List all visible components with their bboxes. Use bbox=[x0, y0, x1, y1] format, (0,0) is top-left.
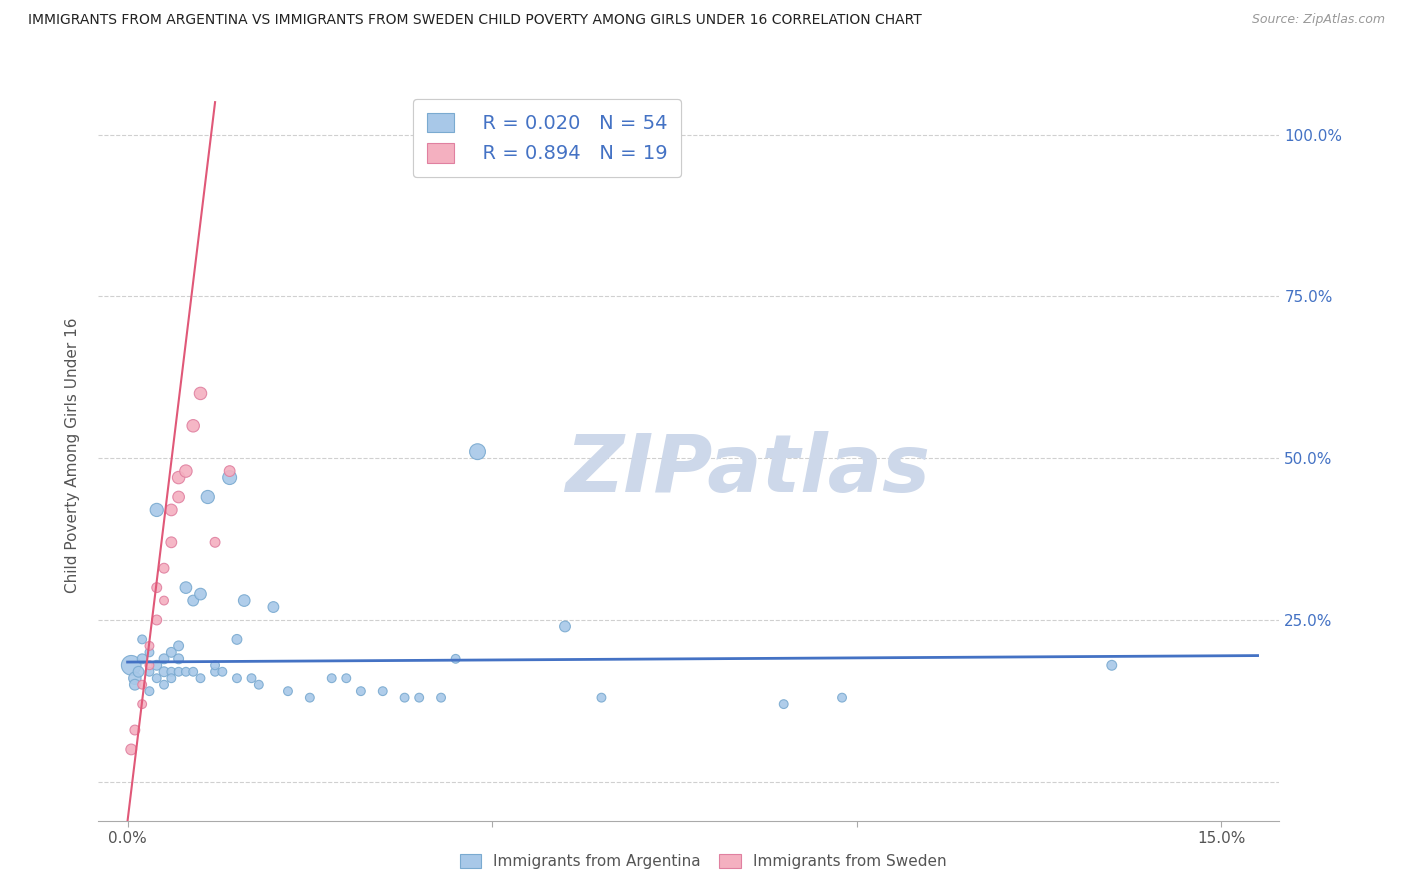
Y-axis label: Child Poverty Among Girls Under 16: Child Poverty Among Girls Under 16 bbox=[65, 318, 80, 592]
Point bbox=[190, 671, 212, 685]
Point bbox=[120, 658, 142, 673]
Point bbox=[394, 690, 416, 705]
Point bbox=[240, 671, 263, 685]
Legend: Immigrants from Argentina, Immigrants from Sweden: Immigrants from Argentina, Immigrants fr… bbox=[454, 847, 952, 875]
Point bbox=[167, 652, 190, 666]
Point bbox=[145, 671, 167, 685]
Point bbox=[160, 671, 183, 685]
Point bbox=[160, 665, 183, 679]
Point bbox=[247, 678, 270, 692]
Point bbox=[181, 593, 204, 607]
Point bbox=[430, 690, 453, 705]
Point bbox=[138, 639, 160, 653]
Point bbox=[218, 464, 240, 478]
Point bbox=[124, 678, 146, 692]
Point bbox=[233, 593, 256, 607]
Point bbox=[138, 665, 160, 679]
Point bbox=[321, 671, 343, 685]
Point bbox=[167, 665, 190, 679]
Point bbox=[145, 658, 167, 673]
Point bbox=[131, 652, 153, 666]
Text: IMMIGRANTS FROM ARGENTINA VS IMMIGRANTS FROM SWEDEN CHILD POVERTY AMONG GIRLS UN: IMMIGRANTS FROM ARGENTINA VS IMMIGRANTS … bbox=[28, 13, 922, 28]
Point bbox=[408, 690, 430, 705]
Point bbox=[277, 684, 299, 698]
Point bbox=[124, 671, 146, 685]
Point bbox=[262, 600, 284, 615]
Point bbox=[167, 470, 190, 484]
Point bbox=[138, 645, 160, 659]
Point bbox=[226, 632, 249, 647]
Point bbox=[467, 444, 489, 458]
Point bbox=[153, 561, 176, 575]
Point bbox=[772, 697, 794, 711]
Point bbox=[197, 490, 219, 504]
Point bbox=[167, 639, 190, 653]
Point bbox=[153, 652, 176, 666]
Point bbox=[145, 581, 167, 595]
Point bbox=[211, 665, 233, 679]
Point bbox=[444, 652, 467, 666]
Point bbox=[120, 742, 142, 756]
Point bbox=[218, 470, 240, 484]
Point bbox=[204, 658, 226, 673]
Text: Source: ZipAtlas.com: Source: ZipAtlas.com bbox=[1251, 13, 1385, 27]
Point bbox=[174, 581, 197, 595]
Point bbox=[128, 665, 150, 679]
Point bbox=[145, 503, 167, 517]
Text: ZIPatlas: ZIPatlas bbox=[565, 431, 931, 508]
Point bbox=[153, 678, 176, 692]
Point bbox=[124, 723, 146, 737]
Point bbox=[350, 684, 373, 698]
Point bbox=[554, 619, 576, 633]
Point bbox=[131, 697, 153, 711]
Point bbox=[190, 587, 212, 601]
Point bbox=[298, 690, 321, 705]
Point bbox=[204, 665, 226, 679]
Point bbox=[131, 632, 153, 647]
Point bbox=[160, 535, 183, 549]
Legend:   R = 0.020   N = 54,   R = 0.894   N = 19: R = 0.020 N = 54, R = 0.894 N = 19 bbox=[413, 99, 681, 177]
Point bbox=[1101, 658, 1123, 673]
Point bbox=[138, 684, 160, 698]
Point bbox=[174, 665, 197, 679]
Point bbox=[160, 645, 183, 659]
Point bbox=[335, 671, 357, 685]
Point bbox=[138, 658, 160, 673]
Point bbox=[831, 690, 853, 705]
Point bbox=[371, 684, 394, 698]
Point bbox=[145, 613, 167, 627]
Point bbox=[153, 665, 176, 679]
Point bbox=[131, 678, 153, 692]
Point bbox=[167, 490, 190, 504]
Point bbox=[181, 665, 204, 679]
Point bbox=[181, 418, 204, 433]
Point bbox=[153, 593, 176, 607]
Point bbox=[226, 671, 249, 685]
Point bbox=[174, 464, 197, 478]
Point bbox=[190, 386, 212, 401]
Point bbox=[591, 690, 613, 705]
Point bbox=[160, 503, 183, 517]
Point bbox=[204, 535, 226, 549]
